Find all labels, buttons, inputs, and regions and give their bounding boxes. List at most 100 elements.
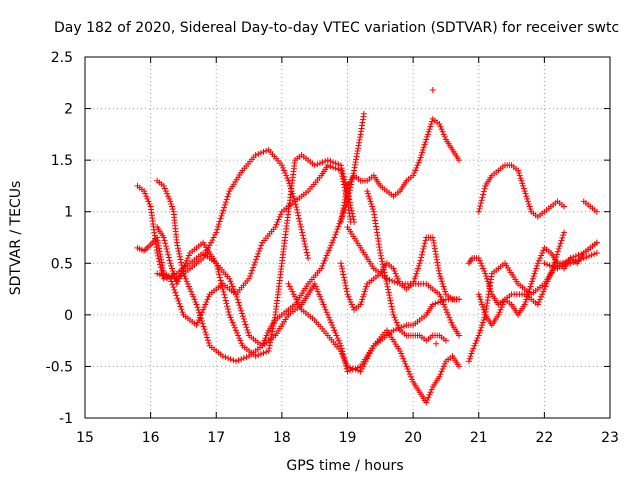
data-point [234, 329, 241, 336]
data-point [567, 260, 574, 267]
data-point [215, 268, 222, 275]
x-tick-label: 23 [601, 430, 619, 446]
data-point [178, 306, 185, 313]
data-point [343, 360, 350, 367]
data-point [181, 262, 188, 269]
data-point [344, 363, 351, 370]
data-point [155, 240, 162, 247]
data-point [385, 289, 392, 296]
data-point [164, 274, 171, 281]
data-point [268, 331, 275, 338]
data-point [367, 198, 374, 205]
data-point [475, 291, 482, 298]
data-point [316, 160, 323, 167]
data-point [445, 311, 452, 318]
data-point [217, 277, 224, 284]
data-point [204, 337, 211, 344]
data-point [366, 350, 373, 357]
data-point [390, 327, 397, 334]
data-point [438, 126, 445, 133]
data-point [194, 304, 201, 311]
data-point [222, 199, 229, 206]
data-point [442, 337, 449, 344]
data-point [403, 363, 410, 370]
data-point [276, 213, 283, 220]
data-point [240, 355, 247, 362]
data-point [478, 197, 485, 204]
data-point [417, 154, 424, 161]
x-axis-label: GPS time / hours [286, 458, 403, 474]
data-point [479, 301, 486, 308]
data-point [441, 304, 448, 311]
data-point [526, 286, 533, 293]
data-point [348, 207, 355, 214]
data-point [351, 164, 358, 171]
data-point [432, 300, 439, 307]
data-point [221, 291, 228, 298]
data-point [495, 311, 502, 318]
data-point [161, 237, 168, 244]
data-point [177, 273, 184, 280]
data-point [402, 360, 409, 367]
data-point [519, 180, 526, 187]
data-point [404, 366, 411, 373]
data-point [324, 249, 331, 256]
data-point [470, 345, 477, 352]
data-point [240, 315, 247, 322]
data-point [481, 309, 488, 316]
data-point [237, 337, 244, 344]
data-point [177, 303, 184, 310]
data-point [154, 270, 161, 277]
data-point [350, 216, 357, 223]
data-point [236, 302, 243, 309]
data-point [215, 221, 222, 228]
data-point [176, 250, 183, 257]
data-point [360, 363, 367, 370]
data-point [555, 245, 562, 252]
data-point [383, 278, 390, 285]
data-point [420, 245, 427, 252]
data-point [533, 265, 540, 272]
data-point [176, 275, 183, 282]
data-point [327, 317, 333, 324]
data-point [428, 121, 435, 128]
data-point [170, 284, 177, 291]
y-tick-label: 2.5 [51, 50, 73, 66]
data-point [292, 201, 299, 208]
data-point [255, 150, 262, 157]
data-point [301, 240, 308, 247]
data-point [405, 368, 412, 375]
data-point [410, 172, 417, 179]
data-point [319, 262, 326, 269]
data-point [199, 320, 206, 327]
data-point [200, 323, 207, 330]
data-point [208, 239, 214, 246]
data-point [447, 317, 454, 324]
data-point [331, 327, 338, 334]
data-point [159, 272, 166, 279]
data-point [477, 200, 484, 207]
data-point [224, 303, 231, 310]
data-point [328, 242, 335, 249]
data-point [339, 268, 346, 275]
data-point [202, 301, 209, 308]
data-point [235, 299, 242, 306]
data-point [586, 253, 592, 260]
data-point [365, 193, 372, 200]
data-point [441, 133, 448, 140]
data-point [583, 254, 590, 261]
grid-lines [85, 57, 610, 418]
data-point [440, 283, 447, 290]
data-point [354, 148, 361, 155]
chart-title: Day 182 of 2020, Sidereal Day-to-day VTE… [54, 20, 619, 36]
data-point [295, 215, 302, 222]
data-point [406, 371, 413, 378]
data-point [369, 203, 376, 210]
data-point [164, 248, 171, 255]
data-point [524, 293, 531, 300]
data-point [227, 314, 234, 321]
data-point [354, 150, 361, 157]
data-point [244, 326, 251, 333]
data-point [156, 245, 163, 252]
data-point [141, 188, 148, 195]
